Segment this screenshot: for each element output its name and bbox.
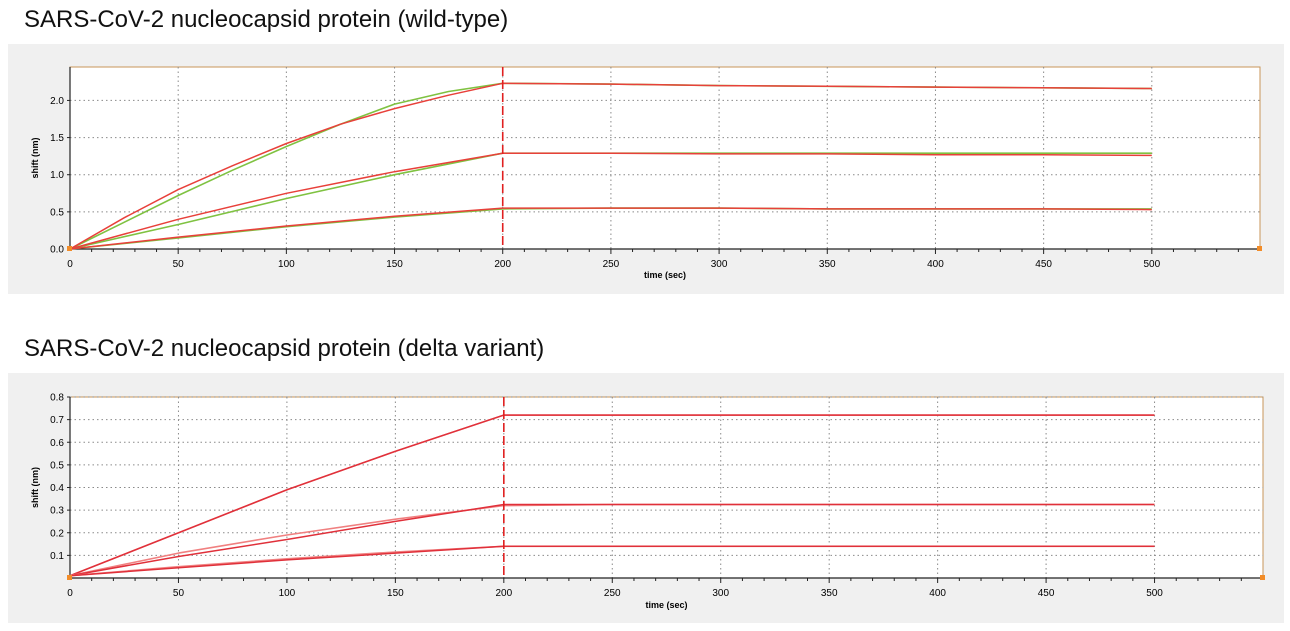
y-tick-label: 0.2 xyxy=(50,528,64,539)
y-tick-label: 0.8 xyxy=(50,393,64,404)
x-axis-label: time (sec) xyxy=(645,600,687,610)
x-tick-label: 250 xyxy=(603,259,620,270)
x-tick-label: 100 xyxy=(279,588,296,599)
chart-delta-variant: 0 50 100 150 200 250 300 350 400 450 500 0.1 0.2 0.3 0… xyxy=(30,393,1265,610)
x-tick-label: 0 xyxy=(67,588,73,599)
series-line-fit-3 xyxy=(69,503,1155,577)
series-line-fit-5 xyxy=(69,207,1152,250)
y-tick-label: 0.6 xyxy=(50,438,64,449)
x-axis-label: time (sec) xyxy=(644,270,686,280)
x-tick-label: 50 xyxy=(173,588,185,599)
y-tick-label: 0.0 xyxy=(50,245,64,256)
end-marker xyxy=(1257,246,1262,251)
chart-panel-wild-type: 0 50 100 150 200 250 300 350 400 450 500 0.0 0.5 1.0 1… xyxy=(8,44,1284,294)
x-tick-label: 200 xyxy=(495,588,512,599)
end-marker xyxy=(1260,575,1265,580)
x-tick-label: 250 xyxy=(604,588,621,599)
origin-marker xyxy=(67,575,72,580)
chart-title-delta-variant: SARS-CoV-2 nucleocapsid protein (delta v… xyxy=(24,335,545,362)
y-tick-label: 0.5 xyxy=(50,460,64,471)
chart-wild-type: 0 50 100 150 200 250 300 350 400 450 500 0.0 0.5 1.0 1… xyxy=(30,66,1262,280)
x-tick-label: 450 xyxy=(1038,588,1055,599)
y-tick-label: 0.5 xyxy=(50,207,64,218)
x-tick-label: 150 xyxy=(386,259,403,270)
chart-panel-delta-variant: 0 50 100 150 200 250 300 350 400 450 500 0.1 0.2 0.3 0… xyxy=(8,373,1284,623)
x-tick-label: 350 xyxy=(819,259,836,270)
y-axis-label: shift (nm) xyxy=(30,467,40,508)
y-tick-label: 0.4 xyxy=(50,483,64,494)
plot-area xyxy=(69,396,1264,579)
x-tick-label: 300 xyxy=(712,588,729,599)
y-tick-label: 1.0 xyxy=(50,170,64,181)
y-tick-label: 2.0 xyxy=(50,96,64,107)
y-tick-label: 0.1 xyxy=(50,551,64,562)
x-tick-label: 0 xyxy=(67,259,73,270)
x-tick-label: 500 xyxy=(1146,588,1163,599)
series-line-fit-5 xyxy=(69,545,1155,577)
y-tick-label: 0.7 xyxy=(50,415,64,426)
x-tick-label: 300 xyxy=(711,259,728,270)
x-tick-label: 100 xyxy=(278,259,295,270)
x-tick-label: 450 xyxy=(1035,259,1052,270)
x-tick-label: 150 xyxy=(387,588,404,599)
y-tick-label: 0.3 xyxy=(50,506,64,517)
y-tick-label: 1.5 xyxy=(50,133,64,144)
series-line-fit-1 xyxy=(69,414,1155,577)
series-line-fit-1 xyxy=(69,82,1152,250)
x-tick-label: 400 xyxy=(927,259,944,270)
origin-marker xyxy=(67,246,72,251)
y-axis-label: shift (nm) xyxy=(30,138,40,179)
x-tick-label: 400 xyxy=(929,588,946,599)
x-tick-label: 500 xyxy=(1143,259,1160,270)
plot-area xyxy=(69,66,1261,250)
series-line-fit-3 xyxy=(69,152,1152,250)
x-tick-label: 350 xyxy=(821,588,838,599)
chart-title-wild-type: SARS-CoV-2 nucleocapsid protein (wild-ty… xyxy=(24,6,509,33)
x-tick-label: 50 xyxy=(173,259,185,270)
x-tick-label: 200 xyxy=(494,259,511,270)
